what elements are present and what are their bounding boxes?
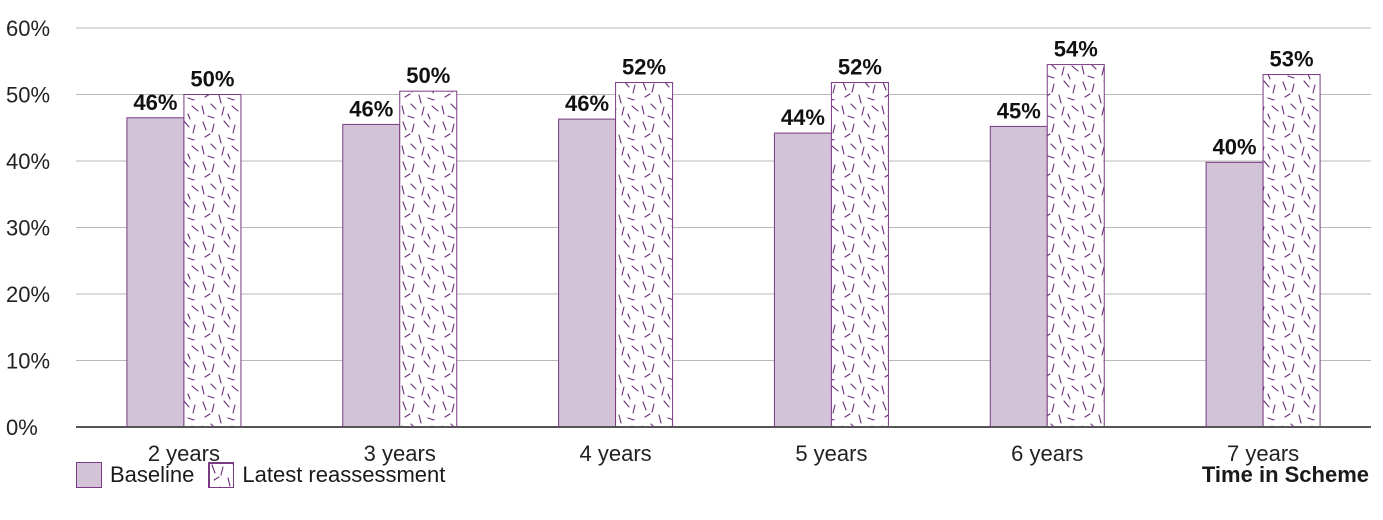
bar-latest-reassessment	[830, 82, 889, 428]
bar-baseline	[773, 132, 832, 428]
data-label: 40%	[1213, 134, 1257, 159]
legend-item-baseline: Baseline	[76, 462, 194, 488]
y-axis: 0% 10% 20% 30% 40% 50% 60%	[6, 16, 50, 440]
x-tick-label: 6 years	[1011, 441, 1083, 466]
data-label: 46%	[133, 90, 177, 115]
bar-baseline	[126, 117, 185, 428]
x-tick-label: 3 years	[364, 441, 436, 466]
bar-baseline	[558, 118, 617, 428]
y-tick-label: 0%	[6, 415, 38, 440]
data-label: 52%	[622, 55, 666, 80]
x-tick-label: 7 years	[1227, 441, 1299, 466]
y-tick-label: 50%	[6, 83, 50, 108]
data-label: 45%	[997, 98, 1041, 123]
bar-baseline	[342, 123, 401, 428]
legend: Baseline Latest reassessment	[76, 462, 459, 488]
x-tick-label: 4 years	[580, 441, 652, 466]
y-tick-label: 10%	[6, 349, 50, 374]
bar-latest-reassessment	[615, 82, 674, 428]
x-axis: 2 years 3 years 4 years 5 years 6 years 7 yea…	[148, 441, 1299, 466]
data-label: 44%	[781, 105, 825, 130]
legend-label-latest: Latest reassessment	[242, 462, 446, 487]
bar-baseline	[1205, 161, 1264, 428]
bar-latest-reassessment	[1262, 74, 1321, 428]
bar-latest-reassessment	[1046, 64, 1105, 428]
data-label: 46%	[349, 96, 393, 121]
bar-latest-reassessment	[183, 94, 242, 428]
legend-label-baseline: Baseline	[110, 462, 195, 487]
data-label: 54%	[1054, 37, 1098, 62]
bar-latest-reassessment	[399, 90, 458, 428]
gridlines	[76, 27, 1371, 361]
x-tick-label: 5 years	[795, 441, 867, 466]
data-label: 53%	[1270, 47, 1314, 72]
x-tick-label: 2 years	[148, 441, 220, 466]
latest-swatch	[208, 462, 235, 488]
data-label: 46%	[565, 91, 609, 116]
data-label: 52%	[838, 55, 882, 80]
y-tick-label: 40%	[6, 149, 50, 174]
bar-baseline	[989, 125, 1048, 428]
y-tick-label: 30%	[6, 216, 50, 241]
data-label: 50%	[406, 63, 450, 88]
bars: 46% 50% 46% 50% 46% 52% 44% 52% 45% 54% 40% 53%	[126, 37, 1321, 428]
legend-item-latest: Latest reassessment	[208, 462, 445, 488]
baseline-swatch	[76, 462, 102, 488]
y-tick-label: 60%	[6, 16, 50, 41]
x-axis-title: Time in Scheme	[1201, 462, 1369, 487]
y-tick-label: 20%	[6, 282, 50, 307]
data-label: 50%	[190, 67, 234, 92]
